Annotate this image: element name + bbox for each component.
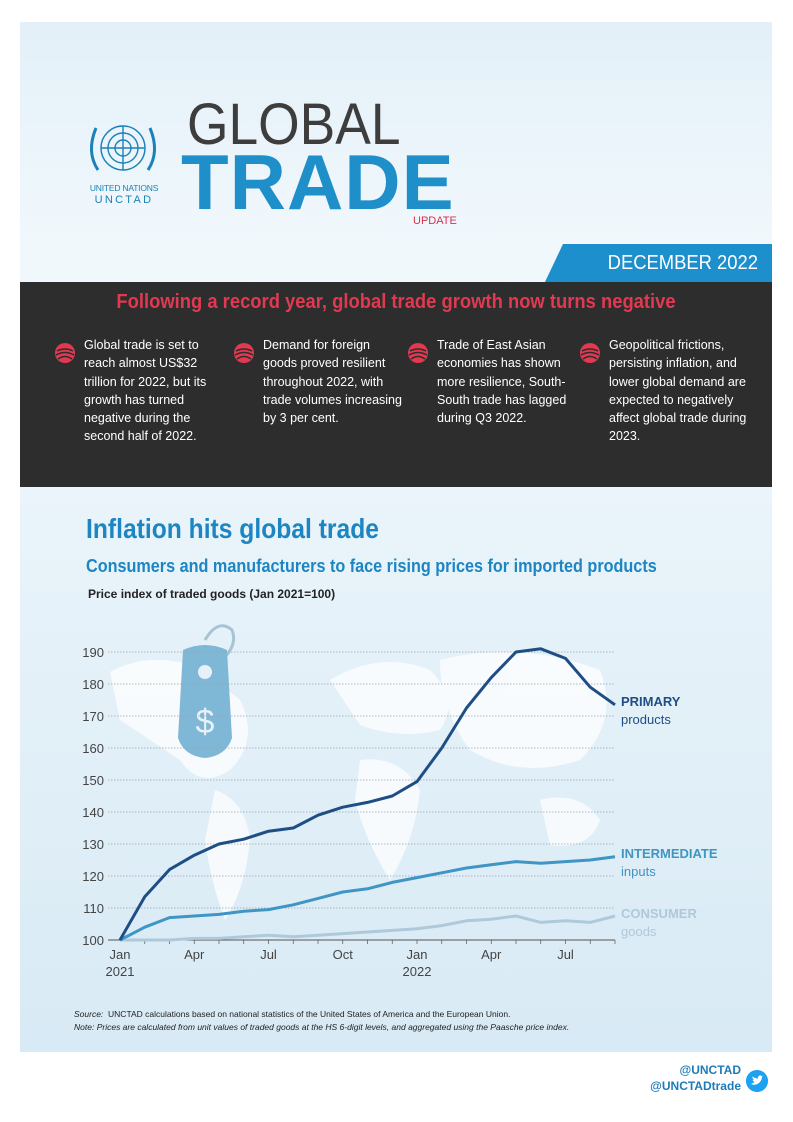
title-global: GLOBAL [187,92,401,157]
social-handle-unctadtrade[interactable]: @UNCTADtrade [650,1079,741,1093]
y-tick-label: 180 [82,677,104,692]
un-emblem-icon [90,125,156,171]
x-tick-label: Jan [110,947,131,962]
price-tag-symbol: $ [196,703,215,741]
social-handle-unctad[interactable]: @UNCTAD [679,1063,741,1077]
y-tick-label: 140 [82,805,104,820]
x-tick-year-label: 2021 [106,964,135,979]
series-line-consumer [120,914,616,942]
highlight-text: Global trade is set to reach almost US$3… [84,338,207,444]
series-labels: PRIMARY products INTERMEDIATE inputs CONSUME… [621,694,718,939]
series-sublabel-primary: products [621,712,671,727]
series-sublabel-intermediate: inputs [621,864,656,879]
source-label: Source: [74,1009,104,1019]
globe-bullet-icon [580,343,600,363]
series-line-intermediate [119,855,616,942]
date-banner [545,244,772,282]
x-tick-label: Oct [333,947,354,962]
social-handles: @UNCTAD @UNCTADtrade [650,1062,741,1094]
twitter-icon[interactable] [746,1070,768,1092]
highlights-title: Following a record year, global trade gr… [116,291,676,313]
section-subtitle: Consumers and manufacturers to face risi… [86,556,657,576]
title-trade: TRADE [181,138,455,226]
series-label-intermediate: INTERMEDIATE [621,846,718,861]
y-tick-label: 110 [83,901,104,916]
y-tick-label: 150 [82,773,104,788]
section-title: Inflation hits global trade [86,513,379,544]
x-tick-label: Apr [481,947,502,962]
price-tag-icon: $ [178,624,236,758]
series-label-primary: PRIMARY [621,694,681,709]
y-tick-label: 170 [82,709,104,724]
source-text: UNCTAD calculations based on national st… [108,1009,511,1019]
title-update: UPDATE [413,215,457,227]
series-line-primary [118,647,616,941]
x-tick-label: Apr [184,947,205,962]
y-tick-label: 190 [82,645,104,660]
y-tick-label: 160 [82,741,104,756]
highlight-text: Demand for foreign goods proved resilien… [263,338,402,426]
chart-title: Price index of traded goods (Jan 2021=10… [88,587,336,601]
gridlines [108,651,615,941]
series-sublabel-consumer: goods [621,924,657,939]
series-label-consumer: CONSUMER [621,906,697,921]
x-tick-label: Jul [260,947,277,962]
note-text: Prices are calculated from unit values o… [96,1022,570,1032]
x-axis-ticks: Jan 2021 Apr Jul Oct Jan 2022 Apr Jul [106,940,616,979]
y-tick-label: 130 [82,837,104,852]
note-label: Note: [74,1022,95,1032]
x-tick-label: Jan [407,947,428,962]
chart-source-note: Source: UNCTAD calculations based on nat… [74,1008,569,1034]
globe-bullet-icon [55,343,75,363]
org-short-name: UNCTAD [94,194,154,206]
highlight-text: Trade of East Asian economies has shown … [437,338,567,426]
x-tick-year-label: 2022 [403,964,432,979]
series-lines [118,647,616,942]
globe-bullet-icon [408,343,428,363]
y-tick-label: 100 [82,933,104,948]
globe-bullet-icon [234,343,254,363]
y-axis-ticks: 100 110 120 130 140 150 160 170 180 190 [82,645,104,948]
y-tick-label: 120 [82,869,104,884]
issue-date: DECEMBER 2022 [607,252,758,274]
highlights-panel [20,282,772,487]
x-tick-label: Jul [557,947,574,962]
highlight-text: Geopolitical frictions, persisting infla… [609,338,747,444]
org-name: UNITED NATIONS [89,183,159,193]
